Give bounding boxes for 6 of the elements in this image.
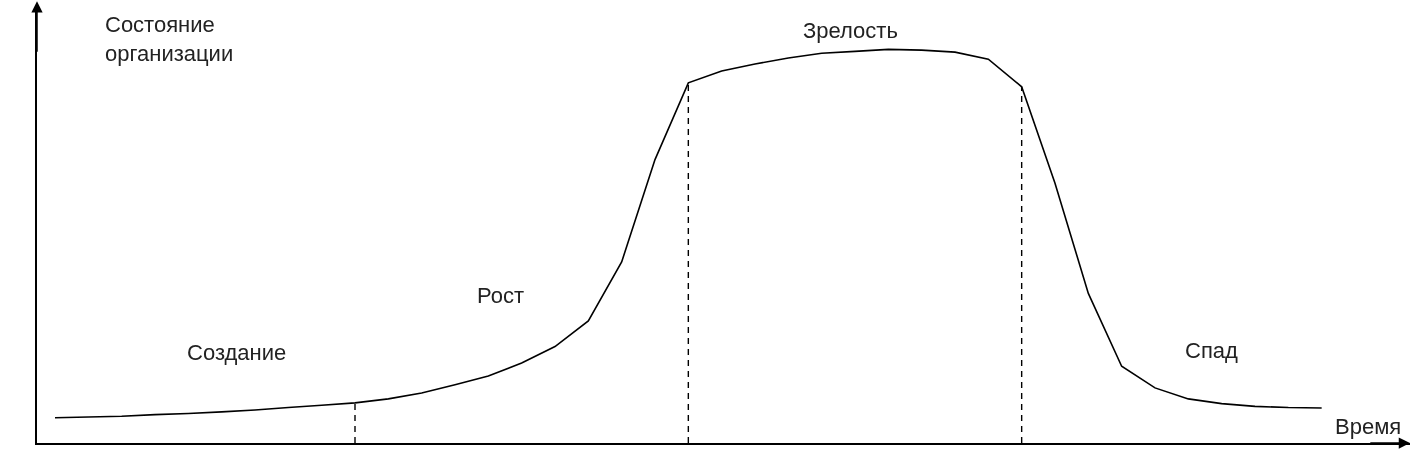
y-axis-title: Состояние организации: [105, 12, 234, 66]
annotation: Спад: [1185, 338, 1239, 363]
annotation: Рост: [477, 283, 525, 308]
x-axis-title: Время: [1335, 414, 1402, 439]
annotation: Создание: [187, 340, 287, 365]
text: Зрелость: [803, 18, 898, 43]
